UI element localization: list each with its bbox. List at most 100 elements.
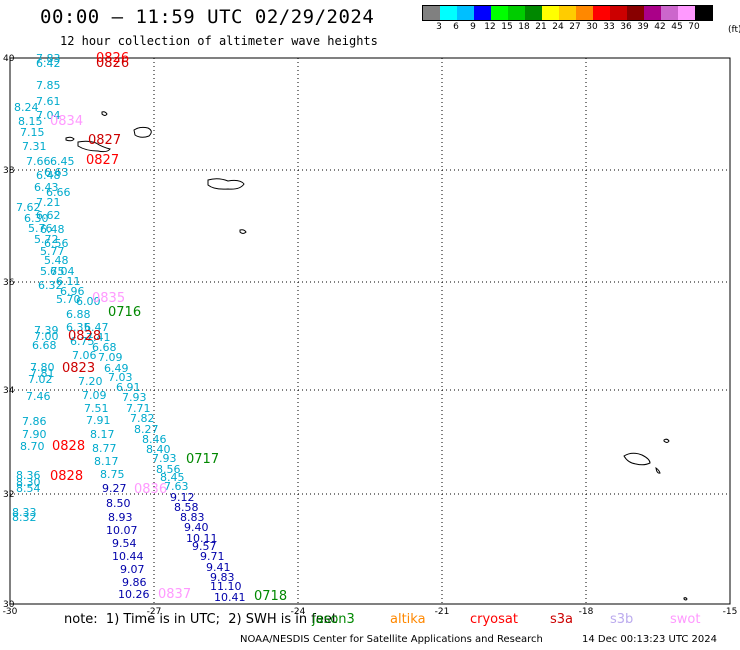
- wave-height-label: 7.09: [82, 389, 107, 402]
- wave-height-label: 6.75: [70, 335, 95, 348]
- legend-swatch: [525, 6, 542, 20]
- legend-label: 39: [637, 22, 649, 32]
- lon-label: -30: [3, 607, 18, 617]
- wave-height-label: 5.77: [40, 245, 65, 258]
- lat-label: 30: [3, 600, 15, 610]
- wave-height-label: 8.33: [12, 506, 37, 519]
- legend-label: 27: [569, 22, 581, 32]
- wave-height-label: 6.47: [84, 321, 109, 334]
- timestamp: 14 Dec 00:13:23 UTC 2024: [582, 634, 717, 645]
- pass-time-label: 0827: [88, 133, 121, 148]
- wave-height-label: 9.40: [184, 521, 209, 534]
- pass-time-label: 0828: [52, 439, 85, 454]
- legend-swatch: [542, 6, 559, 20]
- pass-time-label: 0828: [50, 469, 83, 484]
- lon-label: -24: [291, 607, 306, 617]
- wave-height-label: 6.32: [38, 279, 63, 292]
- island-outline: [101, 111, 108, 116]
- pass-time-label: 0823: [62, 361, 95, 376]
- chart-subtitle: 12 hour collection of altimeter wave hei…: [60, 34, 378, 48]
- wave-height-label: 8.77: [92, 442, 117, 455]
- legend-swatch: [678, 6, 695, 20]
- legend-swatch: [440, 6, 457, 20]
- legend-swatch: [627, 6, 644, 20]
- pass-time-label: 0826: [96, 51, 129, 66]
- wave-height-label: 6.48: [40, 223, 65, 236]
- satellite-altika: altika: [390, 612, 426, 627]
- wave-height-label: 5.75: [40, 265, 65, 278]
- wave-height-label: 7.03: [108, 371, 133, 384]
- lat-label: 38: [3, 166, 15, 176]
- wave-height-label: 8.17: [94, 455, 119, 468]
- wave-height-label: 9.86: [122, 576, 147, 589]
- wave-height-label: 6.63: [44, 166, 69, 179]
- wave-height-label: 7.04: [36, 109, 61, 122]
- legend-swatch: [644, 6, 661, 20]
- wave-height-label: 8.75: [100, 468, 125, 481]
- legend-swatches: [422, 5, 713, 21]
- wave-height-label: 9.27: [102, 482, 127, 495]
- island-outline: [623, 452, 651, 466]
- satellite-swot: swot: [670, 612, 701, 627]
- legend-swatch: [423, 6, 440, 20]
- wave-height-label: 5.48: [44, 254, 69, 267]
- note-text: note: 1) Time is in UTC; 2) SWH is in fe…: [64, 612, 337, 627]
- wave-height-label: 7.39: [34, 324, 59, 337]
- wave-height-label: 8.56: [156, 463, 181, 476]
- wave-height-label: 8.58: [174, 501, 199, 514]
- wave-height-label: 6.04: [50, 265, 75, 278]
- wave-height-label: 7.20: [78, 375, 103, 388]
- wave-height-label: 7.00: [34, 330, 59, 343]
- wave-height-label: 8.30: [16, 476, 41, 489]
- legend-swatch: [559, 6, 576, 20]
- wave-height-label: 7.46: [26, 390, 51, 403]
- wave-height-label: 9.54: [112, 537, 137, 550]
- pass-time-label: 0837: [158, 587, 191, 602]
- wave-height-label: 6.48: [36, 169, 61, 182]
- lon-label: -21: [435, 607, 450, 617]
- legend-label: 36: [620, 22, 632, 32]
- island-outline: [239, 229, 247, 234]
- wave-height-label: 6.96: [60, 285, 85, 298]
- pass-time-label: 0718: [254, 589, 287, 604]
- wave-height-label: 10.11: [186, 532, 218, 545]
- wave-height-label: 8.45: [160, 471, 185, 484]
- wave-height-label: 7.86: [22, 415, 47, 428]
- wave-height-label: 8.70: [20, 440, 45, 453]
- pass-time-label: 0827: [86, 153, 119, 168]
- wave-height-label: 7.15: [20, 126, 45, 139]
- wave-height-label: 7.71: [126, 402, 151, 415]
- pass-time-label: 0836: [134, 482, 167, 497]
- wave-height-label: 8.27: [134, 423, 159, 436]
- wave-height-label: 6.56: [44, 237, 69, 250]
- satellite-s3a: s3a: [550, 612, 574, 627]
- legend-swatch: [695, 6, 712, 20]
- wave-height-label: 7.91: [86, 414, 111, 427]
- wave-height-label: 7.93: [122, 391, 147, 404]
- wave-height-label: 6.68: [32, 339, 57, 352]
- wave-height-label: 6.49: [104, 362, 129, 375]
- wave-height-label: 8.46: [142, 433, 167, 446]
- wave-height-label: 7.83: [36, 52, 61, 65]
- lat-label: 34: [3, 386, 15, 396]
- wave-height-label: 6.66: [46, 186, 71, 199]
- wave-height-label: 6.43: [34, 181, 59, 194]
- wave-height-label: 6.35: [66, 321, 91, 334]
- credit-text: NOAA/NESDIS Center for Satellite Applica…: [240, 634, 543, 645]
- legend-label: 6: [453, 22, 459, 32]
- legend-swatch: [661, 6, 678, 20]
- wave-height-label: 8.83: [180, 511, 205, 524]
- legend-label: 70: [688, 22, 700, 32]
- wave-height-label: 7.81: [30, 367, 55, 380]
- wave-height-label: 10.41: [214, 591, 246, 604]
- legend-labels: 3 6 9 12 15 18 21 24 27 30 33 36 39 42 45 70: [422, 21, 713, 33]
- legend-label: 18: [518, 22, 530, 32]
- wave-height-label: 7.63: [164, 480, 189, 493]
- wave-height-label: 7.90: [22, 428, 47, 441]
- wave-height-label: 6.00: [76, 295, 101, 308]
- wave-height-label: 9.57: [192, 540, 217, 553]
- wave-height-label: 7.61: [36, 95, 61, 108]
- legend-unit: (ft): [728, 25, 740, 35]
